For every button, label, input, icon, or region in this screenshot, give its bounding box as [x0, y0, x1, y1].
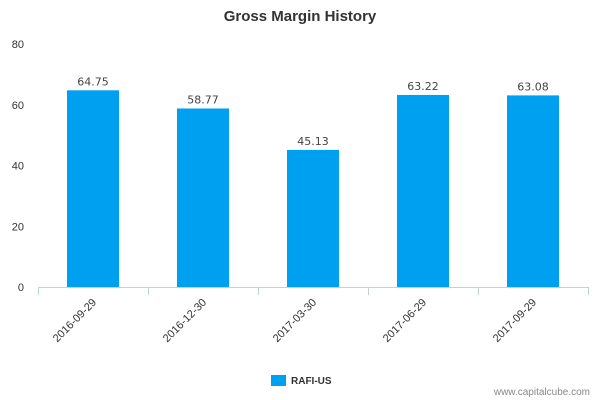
legend: RAFI-US: [271, 375, 332, 387]
chart-title: Gross Margin History: [224, 8, 377, 25]
y-tick-label: 20: [12, 221, 24, 233]
x-tick-label: 2016-09-29: [51, 297, 99, 345]
x-tick-label: 2017-06-29: [381, 297, 429, 345]
y-tick-label: 80: [12, 39, 24, 51]
y-axis: 0 20 40 60 80: [12, 39, 24, 294]
data-label: 45.13: [297, 135, 329, 148]
credit-text: www.capitalcube.com: [493, 387, 590, 398]
x-tick-label: 2017-09-29: [491, 297, 539, 345]
x-tick-label: 2017-03-30: [271, 297, 319, 345]
data-label: 63.08: [517, 80, 549, 93]
y-tick-label: 60: [12, 100, 24, 112]
data-label: 58.77: [187, 93, 219, 106]
bar: [507, 95, 559, 287]
bar: [67, 90, 119, 288]
bar: [397, 94, 449, 287]
x-tick-label: 2016-12-30: [161, 297, 209, 345]
legend-label: RAFI-US: [291, 376, 332, 387]
bar: [177, 108, 229, 288]
bar: [287, 149, 339, 287]
x-axis: 2016-09-29 2016-12-30 2017-03-30 2017-06-29…: [38, 287, 589, 345]
bar-series: 64.75 58.77 45.13 63.22 63.08: [67, 75, 559, 288]
y-tick-label: 0: [18, 282, 24, 294]
y-tick-label: 40: [12, 161, 24, 173]
legend-swatch: [271, 375, 286, 386]
data-label: 64.75: [77, 75, 109, 88]
data-label: 63.22: [407, 80, 439, 93]
